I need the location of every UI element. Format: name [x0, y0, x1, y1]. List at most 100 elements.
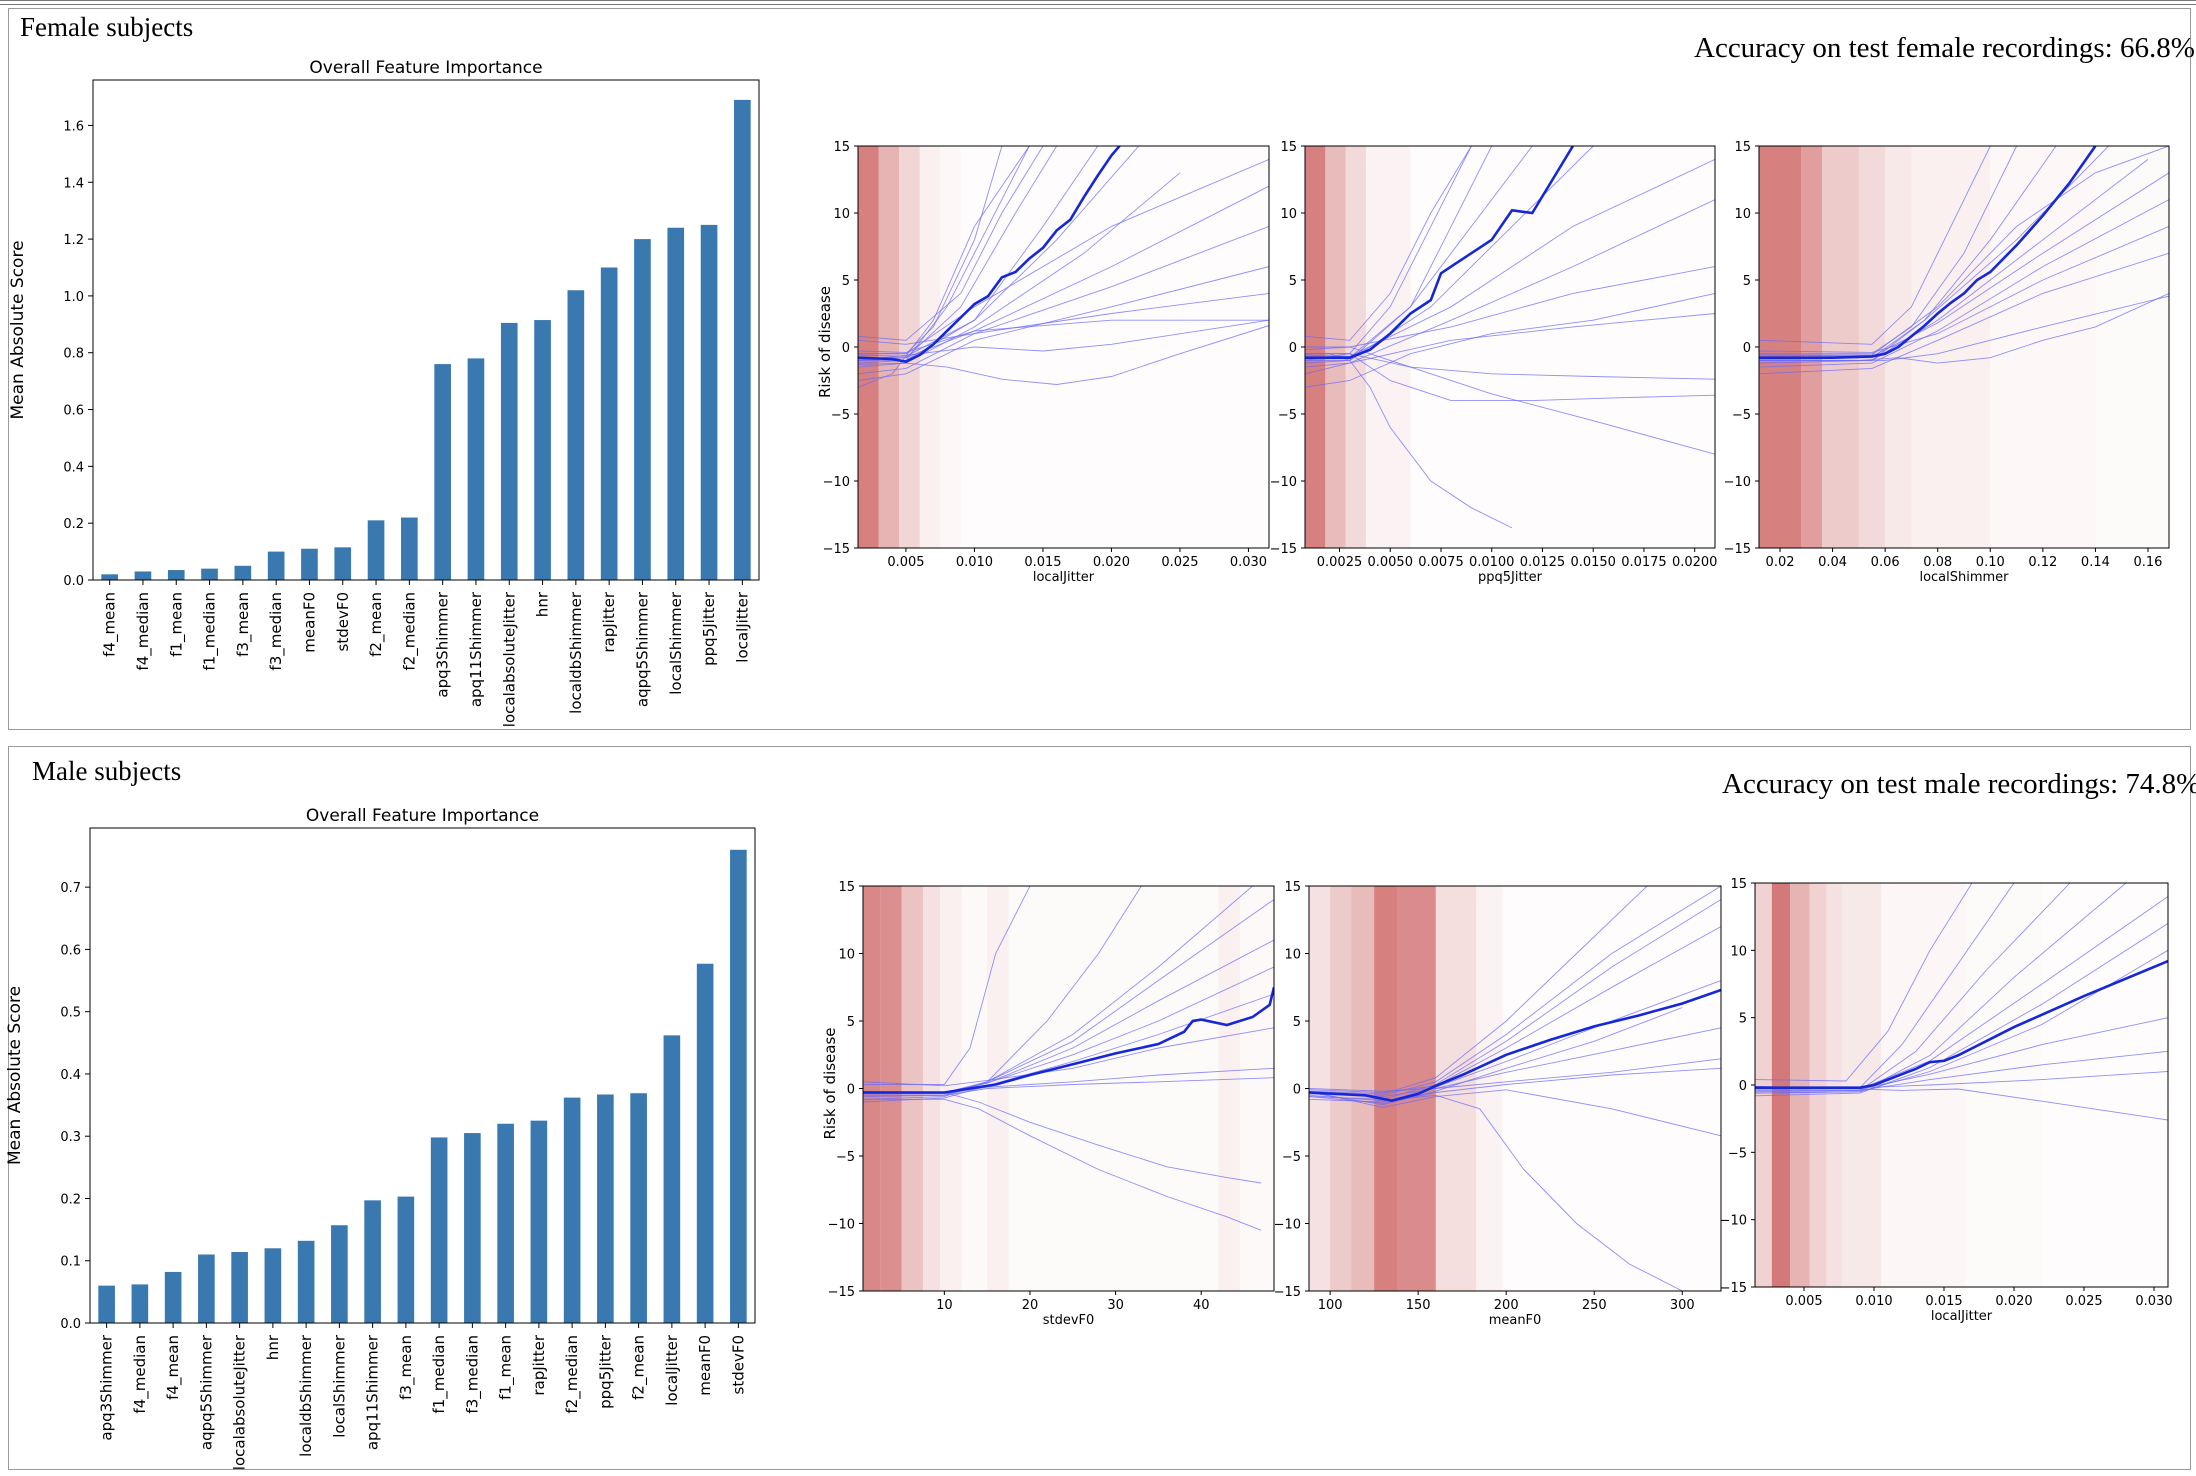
density-band	[863, 886, 881, 1291]
x-tick-label: f2_mean	[367, 592, 386, 657]
x-tick-label: 0.020	[1093, 555, 1130, 570]
density-band	[880, 886, 902, 1291]
y-tick-label: 0.8	[63, 347, 84, 362]
y-tick-label: 10	[833, 207, 850, 222]
individual-curve	[1305, 346, 1715, 455]
x-tick-label: apq3Shimmer	[98, 1334, 116, 1440]
x-tick-label: 0.025	[2065, 1294, 2102, 1309]
x-tick-label: 0.06	[1871, 555, 1900, 570]
individual-curve	[1755, 1050, 2168, 1093]
y-tick-label: −15	[823, 542, 850, 557]
y-tick-label: 0.0	[63, 574, 84, 589]
x-tick-label: f1_mean	[497, 1335, 516, 1400]
x-tick-label: 250	[1582, 1298, 1607, 1313]
x-tick-label: f3_median	[463, 1335, 482, 1414]
y-tick-label: −10	[1720, 1214, 1747, 1229]
plot-area	[1759, 146, 2169, 548]
density-band	[1218, 886, 1240, 1291]
male-panel-title: Male subjects	[32, 756, 182, 786]
y-tick-label: 5	[1289, 274, 1297, 289]
x-tick-label: f2_mean	[630, 1335, 649, 1400]
x-tick-label: 150	[1406, 1298, 1431, 1313]
bar	[334, 547, 352, 580]
x-tick-label: f2_median	[563, 1335, 582, 1414]
mean-curve	[1309, 988, 1721, 1103]
x-axis-label: localShimmer	[1919, 570, 2009, 585]
plot-area	[863, 886, 1274, 1291]
individual-curve	[1305, 146, 1472, 341]
x-tick-label: 0.12	[2028, 555, 2057, 570]
density-band	[1009, 886, 1219, 1291]
x-tick-label: localShimmer	[330, 1334, 348, 1438]
bar	[634, 239, 651, 580]
y-tick-label: 0.4	[60, 1068, 81, 1083]
x-tick-label: 0.010	[956, 555, 993, 570]
x-tick-label: ppq5Jitter	[596, 1334, 614, 1409]
bar-chart-0: Overall Feature Importance Mean Absolute …	[8, 58, 760, 727]
x-tick-label: 20	[1022, 1298, 1039, 1313]
y-tick-label: −5	[1732, 408, 1751, 423]
x-tick-label: f1_mean	[167, 592, 186, 657]
x-tick-label: 0.08	[1923, 555, 1952, 570]
x-tick-label: 200	[1494, 1298, 1519, 1313]
x-tick-label: 0.0100	[1469, 555, 1515, 570]
x-tick-label: localdbShimmer	[297, 1334, 315, 1457]
y-axis-label: Mean Absolute Score	[8, 240, 28, 419]
y-tick-label: 0.7	[60, 881, 81, 896]
x-tick-label: apq11Shimmer	[467, 591, 485, 707]
bar	[730, 849, 747, 1323]
density-band	[940, 886, 962, 1291]
x-tick-label: f3_median	[267, 592, 286, 671]
x-tick-label: stdevF0	[334, 592, 352, 652]
bar	[134, 571, 152, 580]
mean-curve	[1759, 146, 2097, 360]
x-tick-label: 0.015	[1925, 1294, 1962, 1309]
individual-curve	[858, 146, 1030, 361]
bar	[297, 1240, 315, 1323]
x-tick-label: 0.015	[1024, 555, 1061, 570]
y-tick-label: 15	[1734, 140, 1751, 155]
x-tick-label: 0.005	[1785, 1294, 1822, 1309]
individual-curve	[1309, 886, 1721, 1096]
individual-curve	[858, 158, 1269, 355]
y-tick-label: −15	[828, 1285, 855, 1300]
individual-curve	[1305, 313, 1715, 375]
density-band	[987, 886, 1009, 1291]
x-tick-label: localabsoluteJitter	[500, 591, 518, 727]
density-band	[940, 146, 961, 548]
density-band	[1809, 883, 1827, 1287]
x-axis-label: localJitter	[1033, 570, 1095, 585]
x-tick-label: ppq5Jitter	[700, 591, 718, 666]
x-tick-label: 0.0025	[1317, 555, 1363, 570]
y-tick-label: 1.6	[63, 119, 84, 134]
y-tick-label: 10	[838, 948, 855, 963]
individual-curve	[1309, 1089, 1721, 1137]
density-band	[901, 886, 923, 1291]
individual-curve	[1759, 146, 2018, 355]
x-tick-label: stdevF0	[729, 1335, 747, 1395]
y-tick-label: 15	[1284, 880, 1301, 895]
density-band	[1239, 886, 1274, 1291]
y-tick-label: 1.2	[63, 233, 84, 248]
plot-frame	[89, 827, 756, 1324]
y-tick-label: 0	[842, 341, 850, 356]
y-tick-label: −10	[1274, 1218, 1301, 1233]
x-tick-label: f4_mean	[164, 1335, 183, 1400]
individual-curve	[1755, 883, 1973, 1082]
x-tick-label: hnr	[264, 1334, 282, 1360]
y-tick-label: −15	[1724, 542, 1751, 557]
x-tick-label: f4_median	[134, 592, 153, 671]
density-band	[1351, 886, 1375, 1291]
x-tick-label: 0.020	[1995, 1294, 2032, 1309]
x-axis-label: stdevF0	[1043, 1313, 1095, 1328]
y-tick-label: 10	[1730, 944, 1747, 959]
bar	[367, 520, 385, 580]
individual-curve	[1309, 1058, 1721, 1092]
y-tick-label: 15	[838, 880, 855, 895]
bar	[401, 517, 418, 580]
x-tick-label: apq11Shimmer	[364, 1334, 382, 1450]
bar	[500, 322, 518, 580]
individual-curve	[1305, 353, 1715, 380]
bar	[331, 1225, 348, 1323]
bar	[167, 570, 185, 580]
